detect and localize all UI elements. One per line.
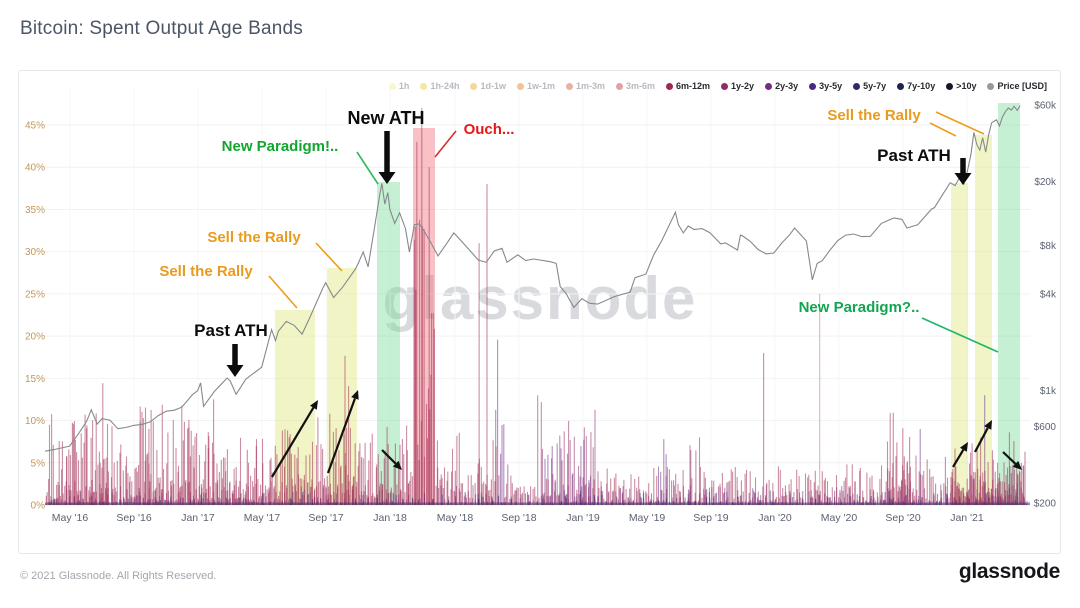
glassnode-logo[interactable]: glassnode (958, 560, 1060, 583)
legend-dot (616, 82, 623, 90)
legend-dot (420, 82, 428, 90)
legend-item-10y[interactable]: >10y (946, 81, 976, 91)
legend-item-3y-5y[interactable]: 3y-5y (809, 81, 842, 91)
legend-item-1d-1w[interactable]: 1d-1w (470, 81, 506, 91)
glassnode-watermark: glassnode (382, 265, 698, 332)
legend-label: 5y-7y (863, 81, 887, 91)
legend-label: Price [USD] (997, 81, 1047, 91)
legend-label: 2y-3y (775, 81, 799, 91)
legend-dot (721, 82, 729, 90)
legend-dot (565, 82, 573, 90)
legend-label: 7y-10y (907, 81, 936, 91)
legend-dot (853, 82, 861, 90)
legend-label: 1h (398, 81, 410, 91)
legend-label: >10y (956, 81, 977, 91)
legend-item-3m-6m[interactable]: 3m-6m (616, 81, 655, 91)
legend-item-1h-24h[interactable]: 1h-24h (420, 81, 459, 91)
legend-item-7y-10y[interactable]: 7y-10y (897, 81, 935, 91)
legend-item-1m-3m[interactable]: 1m-3m (565, 81, 605, 91)
legend-item-price-usd[interactable]: Price [USD] (987, 81, 1047, 91)
legend-dot (666, 82, 674, 90)
chart-legend: 1h 1h-24h 1d-1w 1w-1m 1m-3m 3m-6m 6m-12m 1y-2y 2… (388, 81, 1047, 91)
legend-dot (809, 82, 817, 90)
legend-dot (388, 82, 396, 90)
legend-item-1h[interactable]: 1h (388, 81, 410, 91)
legend-label: 6m-12m (676, 81, 711, 91)
legend-label: 1y-2y (731, 81, 755, 91)
legend-label: 1m-3m (575, 81, 605, 91)
legend-dot (946, 82, 954, 90)
legend-label: 3y-5y (819, 81, 843, 91)
legend-label: 3m-6m (626, 81, 656, 91)
legend-dot (897, 82, 905, 90)
legend-item-2y-3y[interactable]: 2y-3y (765, 81, 798, 91)
legend-dot (765, 82, 773, 90)
legend-item-1w-1m[interactable]: 1w-1m (516, 81, 555, 91)
legend-dot (987, 82, 995, 90)
footer-copyright: © 2021 Glassnode. All Rights Reserved. (20, 570, 217, 582)
legend-item-5y-7y[interactable]: 5y-7y (853, 81, 886, 91)
legend-label: 1d-1w (480, 81, 506, 91)
page-title: Bitcoin: Spent Output Age Bands (20, 18, 303, 39)
legend-dot (470, 82, 478, 90)
legend-item-1y-2y[interactable]: 1y-2y (721, 81, 754, 91)
legend-label: 1h-24h (430, 81, 460, 91)
legend-label: 1w-1m (526, 81, 555, 91)
legend-item-6m-12m[interactable]: 6m-12m (666, 81, 710, 91)
legend-dot (516, 82, 524, 90)
